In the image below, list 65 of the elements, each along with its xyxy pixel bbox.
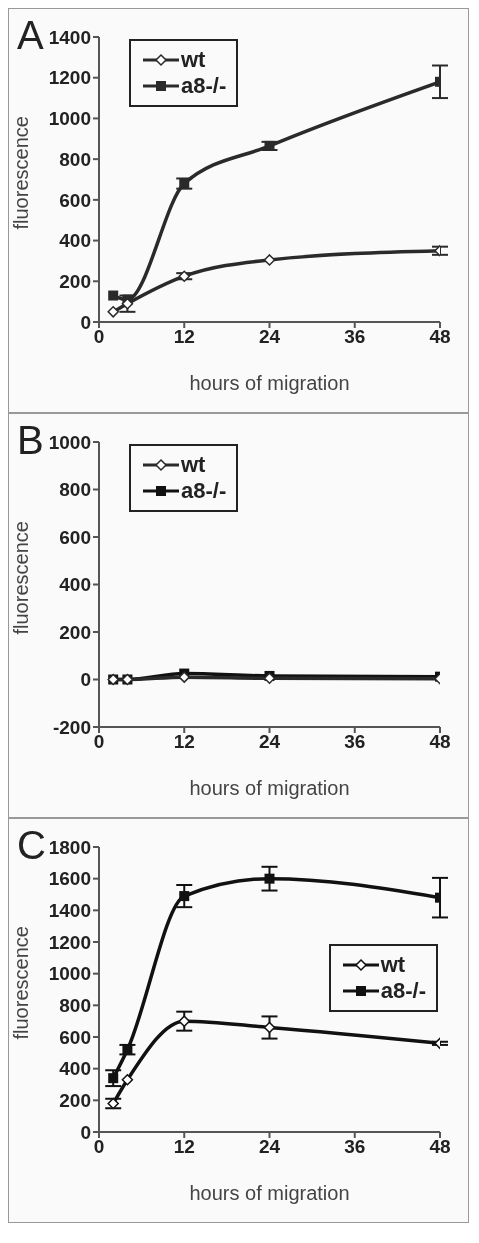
point [178, 1015, 190, 1027]
y-tick-label: 1000 [48, 431, 91, 453]
y-tick-label: 200 [59, 1090, 91, 1112]
point [264, 873, 275, 884]
y-tick-label: 200 [59, 271, 91, 293]
legend-label: a8-/- [181, 73, 227, 99]
chart-title: C [17, 823, 46, 867]
point [108, 1073, 119, 1084]
y-tick-label: 1800 [48, 836, 91, 858]
y-tick-label: -200 [52, 716, 91, 738]
legend-label: wt [380, 952, 406, 978]
y-tick-label: 1600 [48, 868, 91, 890]
point [122, 1044, 133, 1055]
chart-title: B [17, 418, 44, 462]
x-tick-label: 12 [173, 326, 195, 348]
legend-label: wt [181, 452, 206, 478]
point [107, 1097, 119, 1110]
x-tick-label: 36 [344, 1136, 366, 1158]
x-axis-title: hours of migration [189, 777, 350, 799]
x-axis-title: hours of migration [189, 1182, 350, 1204]
x-tick-label: 48 [429, 731, 451, 753]
point [121, 1074, 134, 1086]
point [179, 178, 190, 189]
y-tick-label: 800 [59, 148, 91, 170]
y-tick-label: 0 [80, 311, 91, 333]
x-tick-label: 24 [258, 731, 281, 753]
y-tick-label: 600 [59, 526, 91, 548]
y-tick-label: 0 [80, 669, 91, 691]
y-tick-label: 1200 [48, 931, 91, 953]
x-tick-label: 36 [344, 326, 366, 348]
y-axis-title: fluorescence [10, 926, 33, 1040]
y-tick-label: 1400 [48, 900, 91, 922]
y-tick-label: 600 [59, 1026, 91, 1048]
y-axis-title: fluorescence [10, 521, 33, 635]
y-tick-label: 0 [80, 1121, 91, 1143]
point [108, 290, 119, 301]
x-tick-label: 24 [258, 1136, 281, 1158]
x-tick-label: 48 [429, 1136, 451, 1158]
point [263, 254, 276, 266]
y-tick-label: 800 [59, 479, 91, 501]
x-tick-label: 12 [173, 1136, 195, 1158]
y-tick-label: 600 [59, 189, 91, 211]
point [178, 270, 190, 282]
y-tick-label: 200 [59, 621, 91, 643]
x-axis-title: hours of migration [189, 372, 350, 394]
y-tick-label: 1400 [48, 26, 91, 48]
y-tick-label: 800 [59, 995, 91, 1017]
y-tick-label: 400 [59, 230, 91, 252]
y-tick-label: 400 [59, 1058, 91, 1080]
point [179, 891, 190, 902]
legend-label: a8-/- [181, 478, 227, 504]
y-tick-label: 1000 [48, 963, 91, 985]
x-tick-label: 12 [173, 731, 195, 753]
chart-title: A [17, 13, 44, 57]
x-tick-label: 48 [429, 326, 451, 348]
y-tick-label: 400 [59, 574, 91, 596]
y-axis-title: fluorescence [10, 116, 33, 230]
point [107, 306, 119, 318]
point [263, 1021, 276, 1034]
x-tick-label: 36 [344, 731, 366, 753]
y-tick-label: 1000 [48, 108, 91, 130]
legend-label: a8-/- [380, 978, 426, 1004]
y-tick-label: 1200 [48, 67, 91, 89]
x-tick-label: 24 [258, 326, 281, 348]
legend-label: wt [181, 47, 206, 73]
